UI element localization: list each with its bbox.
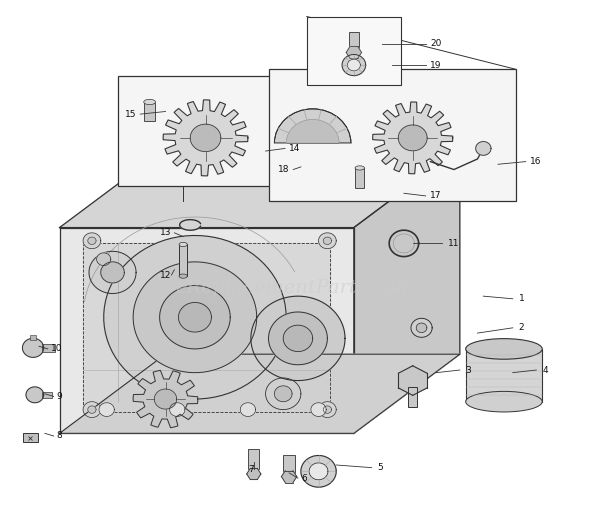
Polygon shape [323,237,332,244]
Polygon shape [247,469,261,479]
Text: 14: 14 [289,144,300,153]
Bar [355,168,365,188]
Polygon shape [83,233,101,249]
Polygon shape [178,303,211,332]
Polygon shape [190,124,221,152]
Polygon shape [240,403,255,416]
Bar [408,387,418,407]
Text: 19: 19 [430,60,442,69]
Polygon shape [88,406,96,413]
Polygon shape [411,318,432,338]
Wedge shape [286,120,339,143]
Polygon shape [133,262,257,372]
Ellipse shape [144,99,156,105]
Polygon shape [266,378,301,409]
Bar [268,69,516,201]
Polygon shape [22,339,44,358]
Polygon shape [346,47,362,58]
Text: 16: 16 [530,157,542,166]
Polygon shape [354,149,460,433]
Polygon shape [97,253,111,266]
Bar [283,455,295,477]
Polygon shape [283,325,313,352]
Polygon shape [179,220,201,230]
Polygon shape [268,312,327,364]
Polygon shape [60,149,460,227]
Polygon shape [373,102,453,174]
Text: eReplacementParts.com: eReplacementParts.com [175,279,415,297]
Ellipse shape [179,274,187,278]
Polygon shape [155,389,176,409]
Polygon shape [133,370,198,428]
Polygon shape [398,125,427,151]
Text: 15: 15 [124,110,136,118]
Polygon shape [88,237,96,244]
Text: 8: 8 [57,432,63,441]
Polygon shape [348,59,360,71]
Bar [145,103,155,121]
Text: 11: 11 [448,239,460,248]
Bar [349,32,359,52]
Bar [30,335,36,340]
Bar [42,344,55,352]
Polygon shape [160,286,230,349]
Bar [23,433,38,442]
Text: 13: 13 [160,229,171,238]
Polygon shape [417,323,427,333]
Bar [248,449,259,469]
Polygon shape [274,386,292,402]
Wedge shape [274,109,351,143]
Polygon shape [281,471,297,482]
Polygon shape [309,463,328,480]
Ellipse shape [179,242,187,247]
Polygon shape [89,251,136,294]
Polygon shape [319,402,336,417]
Polygon shape [60,227,354,433]
Text: 5: 5 [378,463,383,472]
Text: 3: 3 [466,366,471,375]
Text: 6: 6 [301,473,307,482]
Polygon shape [83,402,101,417]
Bar [119,76,271,186]
Text: 7: 7 [248,464,254,473]
Polygon shape [342,54,366,76]
Polygon shape [398,366,427,395]
Polygon shape [26,387,44,403]
Polygon shape [104,235,286,399]
Ellipse shape [355,166,365,170]
Polygon shape [60,354,460,433]
Text: 20: 20 [430,40,442,49]
Polygon shape [83,243,330,412]
Polygon shape [251,296,345,380]
Bar [42,391,53,398]
Ellipse shape [466,339,542,359]
Text: 1: 1 [519,294,525,303]
Polygon shape [163,100,248,176]
Polygon shape [323,406,332,413]
Polygon shape [170,403,185,416]
Polygon shape [301,455,336,487]
Text: 9: 9 [57,392,63,401]
Polygon shape [99,403,114,416]
Bar [466,349,542,402]
Text: 12: 12 [160,270,171,279]
Text: 4: 4 [542,366,548,375]
Bar [307,16,401,85]
Polygon shape [319,233,336,249]
Text: 17: 17 [430,191,442,200]
Text: 2: 2 [519,323,525,332]
Text: 10: 10 [51,344,62,353]
Bar [179,244,187,276]
Polygon shape [311,403,326,416]
Text: 18: 18 [278,165,289,174]
Polygon shape [101,262,124,283]
Ellipse shape [466,391,542,412]
Polygon shape [476,142,491,156]
